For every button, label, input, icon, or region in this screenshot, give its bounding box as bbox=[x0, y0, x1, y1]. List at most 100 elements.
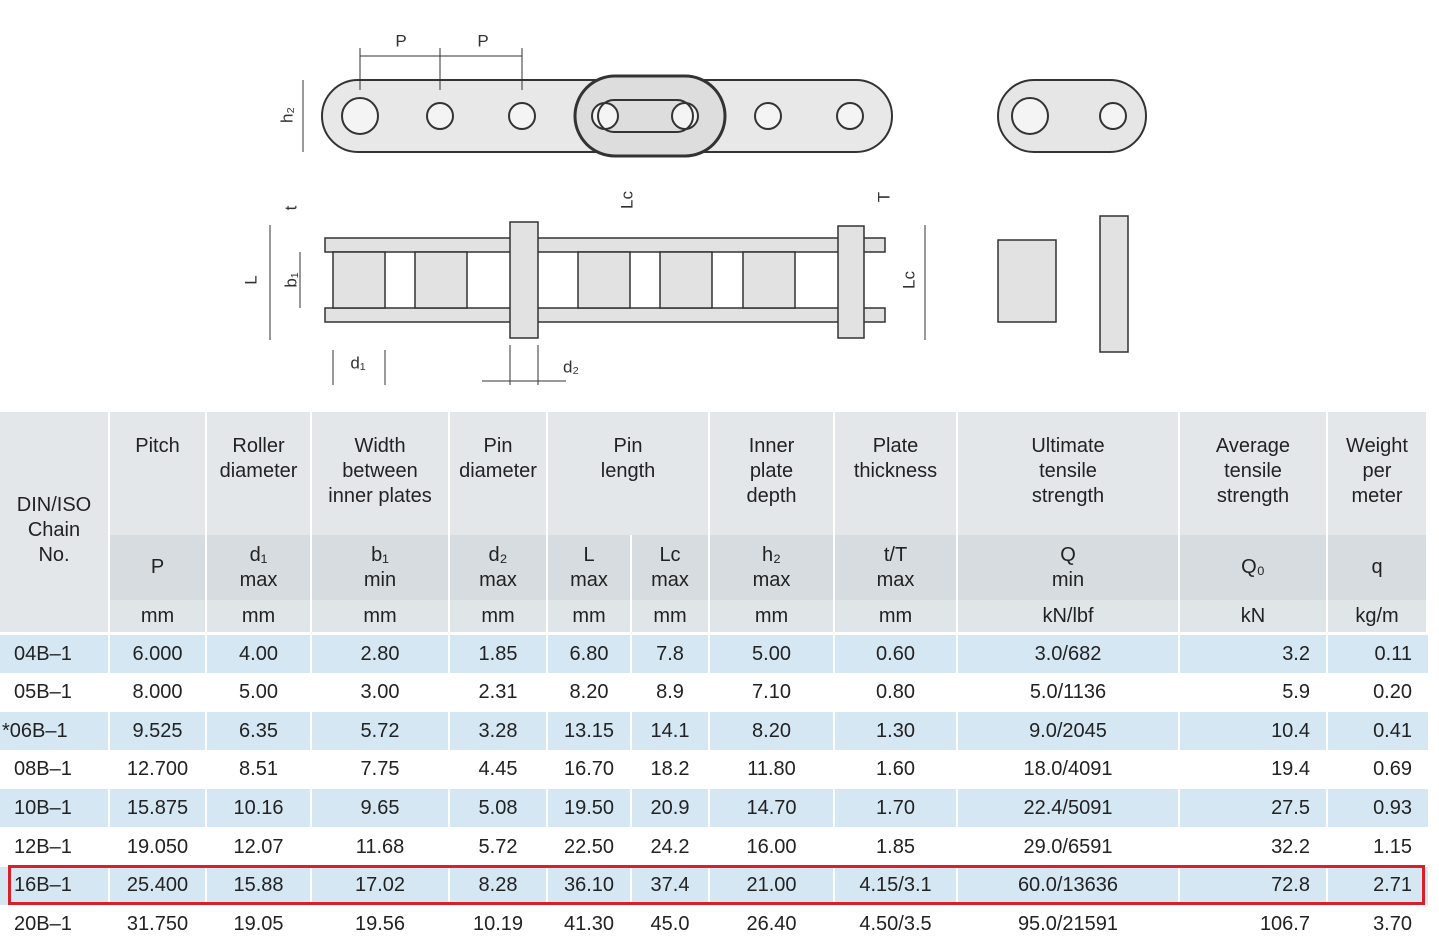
data-cell: 18.2 bbox=[632, 750, 708, 789]
cell-text: 10B–1 bbox=[14, 796, 72, 819]
cell-text: 19.56 bbox=[354, 912, 406, 935]
cell-text: strength bbox=[1031, 485, 1105, 507]
cell-text: 18.2 bbox=[650, 758, 690, 781]
data-cell: 8.9 bbox=[632, 673, 708, 712]
data-cell: 1.30 bbox=[835, 712, 956, 751]
cell-text: 37.4 bbox=[650, 874, 690, 897]
cell-text: 13.15 bbox=[563, 719, 615, 742]
dimension-label: Lc bbox=[617, 191, 636, 209]
data-cell: 9.525 bbox=[110, 712, 205, 751]
data-cell: 36.10 bbox=[548, 866, 630, 905]
cell-text: 8.51 bbox=[239, 758, 278, 781]
cell-text: max bbox=[651, 568, 689, 591]
cell-text: Pitch bbox=[135, 435, 180, 457]
cell-text: Pin bbox=[483, 435, 513, 457]
data-cell: 27.5 bbox=[1180, 789, 1326, 828]
cell-text: 3.28 bbox=[478, 719, 518, 742]
data-cell: 5.9 bbox=[1180, 673, 1326, 712]
cell-text: 5.0/1136 bbox=[1029, 681, 1107, 704]
dimension-lines bbox=[269, 48, 926, 385]
cell-text: t/T bbox=[883, 543, 908, 566]
cell-text: 0.11 bbox=[1374, 642, 1412, 665]
cell-text: 05B–1 bbox=[14, 681, 72, 704]
cell-text: Weight bbox=[1346, 435, 1408, 457]
cell-text: 26.40 bbox=[746, 912, 797, 935]
data-cell: 11.68 bbox=[312, 828, 448, 866]
cell-text: 16.00 bbox=[746, 835, 797, 858]
cell-text: 8.20 bbox=[752, 719, 791, 742]
data-cell: 14.70 bbox=[710, 789, 833, 828]
cell-text: 7.10 bbox=[752, 681, 791, 704]
unit-cell: mm bbox=[632, 600, 708, 632]
data-cell: *06B–1 bbox=[0, 712, 108, 751]
data-cell: 60.0/13636 bbox=[958, 866, 1178, 905]
data-cell: 5.00 bbox=[710, 635, 833, 673]
dimension-label: P bbox=[395, 31, 406, 50]
data-cell: 0.11 bbox=[1328, 635, 1428, 673]
cell-text: 11.68 bbox=[355, 835, 405, 858]
cell-text: kg/m bbox=[1355, 604, 1399, 627]
unit-cell: mm bbox=[710, 600, 833, 632]
cell-text: mm bbox=[481, 604, 515, 627]
data-cell: 2.80 bbox=[312, 635, 448, 673]
cell-text: 10.4 bbox=[1271, 719, 1310, 742]
data-cell: 19.56 bbox=[312, 905, 448, 943]
data-cell: 2.31 bbox=[450, 673, 546, 712]
data-cell: 1.85 bbox=[835, 828, 956, 866]
cell-text: 106.7 bbox=[1259, 912, 1310, 935]
cell-text: 32.2 bbox=[1271, 835, 1310, 858]
unit-cell: kg/m bbox=[1328, 600, 1426, 632]
data-cell: 24.2 bbox=[632, 828, 708, 866]
cell-text: 41.30 bbox=[563, 912, 615, 935]
data-cell: 22.50 bbox=[548, 828, 630, 866]
data-cell: 18.0/4091 bbox=[958, 750, 1178, 789]
data-cell: 6.35 bbox=[207, 712, 310, 751]
cell-text: length bbox=[600, 460, 656, 482]
data-cell: 15.88 bbox=[207, 866, 310, 905]
header-cell: Pitch bbox=[110, 412, 205, 535]
cell-text: 12B–1 bbox=[14, 835, 72, 858]
data-cell: 0.69 bbox=[1328, 750, 1428, 789]
cell-text: 9.0/2045 bbox=[1029, 719, 1107, 742]
cell-text: 16B–1 bbox=[14, 874, 72, 897]
cell-text: inner plates bbox=[328, 485, 432, 507]
data-cell: 10.19 bbox=[450, 905, 546, 943]
chain-diagram: P P h₂ t Lc T L b₁ Lc d₁ d₂ bbox=[241, 31, 1147, 385]
cell-text: tensile bbox=[1224, 460, 1282, 482]
cell-text: 1.85 bbox=[478, 642, 518, 665]
cell-text: 2.31 bbox=[478, 681, 518, 704]
unit-cell: kN/lbf bbox=[958, 600, 1178, 632]
cell-text: 5.00 bbox=[752, 642, 791, 665]
data-cell: 3.00 bbox=[312, 673, 448, 712]
cell-text: 1.70 bbox=[876, 796, 915, 819]
header-cell: Pin diameter bbox=[450, 412, 546, 535]
header-cell: Inner plate depth bbox=[710, 412, 833, 535]
cell-text: Ultimate bbox=[1031, 435, 1105, 457]
data-cell: 8.000 bbox=[110, 673, 205, 712]
data-cell: 12.07 bbox=[207, 828, 310, 866]
cell-text: 5.9 bbox=[1282, 681, 1310, 704]
cell-text: Chain bbox=[27, 519, 81, 541]
dimension-label: d₁ bbox=[350, 353, 365, 372]
cell-text: 12.700 bbox=[126, 758, 189, 781]
header-cell: Average tensile strength bbox=[1180, 412, 1326, 535]
cell-text: mm bbox=[140, 604, 175, 627]
cell-text: 0.60 bbox=[876, 642, 915, 665]
cell-text: max bbox=[752, 568, 791, 591]
cell-text: 6.35 bbox=[239, 719, 278, 742]
cell-text: 22.4/5091 bbox=[1023, 796, 1113, 819]
cell-text: 8.000 bbox=[132, 681, 183, 704]
cell-text: kN/lbf bbox=[1042, 604, 1094, 627]
cell-text: mm bbox=[754, 604, 789, 627]
data-cell: 3.0/682 bbox=[958, 635, 1178, 673]
cell-text: 7.8 bbox=[656, 642, 684, 665]
data-cell: 95.0/21591 bbox=[958, 905, 1178, 943]
cell-text: Q₀ bbox=[1241, 556, 1265, 578]
cell-text: d₂ bbox=[488, 543, 508, 566]
symbol-cell: q bbox=[1328, 535, 1426, 600]
header-cell: Weight per meter bbox=[1328, 412, 1426, 535]
cell-text: kN bbox=[1240, 604, 1266, 627]
data-cell: 11.80 bbox=[710, 750, 833, 789]
cell-text: 8.20 bbox=[569, 681, 609, 704]
cell-text: 0.20 bbox=[1373, 681, 1412, 704]
